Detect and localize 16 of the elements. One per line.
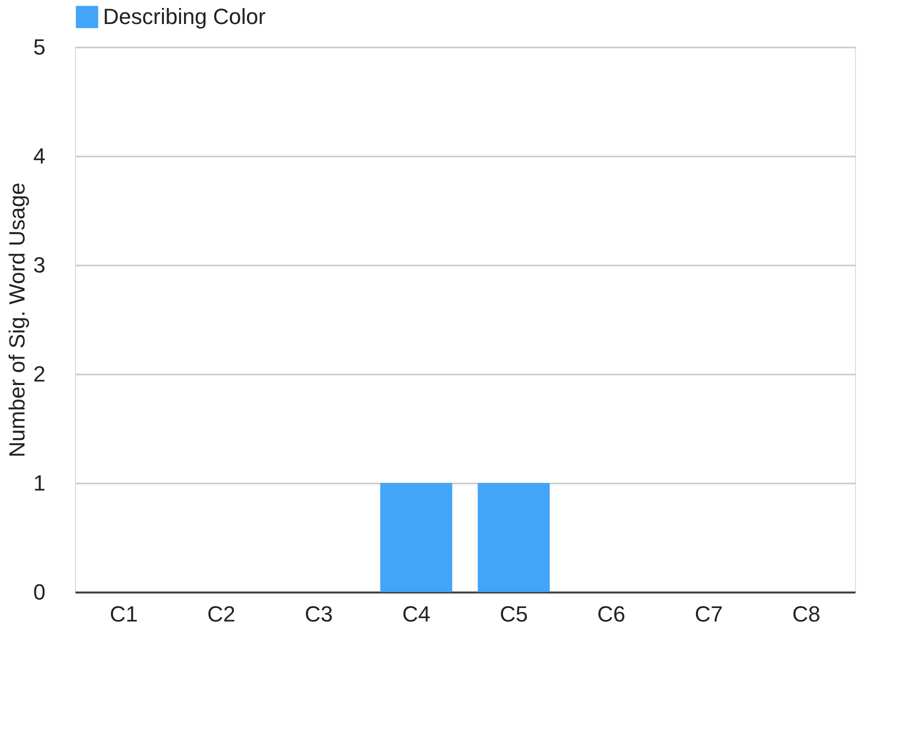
y-axis-title: Number of Sig. Word Usage — [4, 182, 30, 458]
x-tick-label: C3 — [304, 602, 333, 626]
y-tick-label: 4 — [33, 144, 46, 168]
y-tick-label: 5 — [33, 34, 46, 60]
x-tick-label: C1 — [110, 602, 138, 626]
y-tick-label: 1 — [33, 470, 46, 496]
x-tick-label: C4 — [402, 602, 430, 626]
x-tick-label: C6 — [597, 602, 626, 626]
y-tick-label: 2 — [33, 362, 46, 386]
x-tick-label: C2 — [207, 602, 236, 626]
legend-label: Describing Color — [103, 4, 266, 29]
x-tick-label: C8 — [792, 602, 820, 626]
x-tick-label: C7 — [694, 602, 723, 626]
x-tick-label: C5 — [500, 602, 528, 626]
y-tick-label: 0 — [33, 580, 46, 604]
y-tick-label: 3 — [33, 252, 46, 278]
